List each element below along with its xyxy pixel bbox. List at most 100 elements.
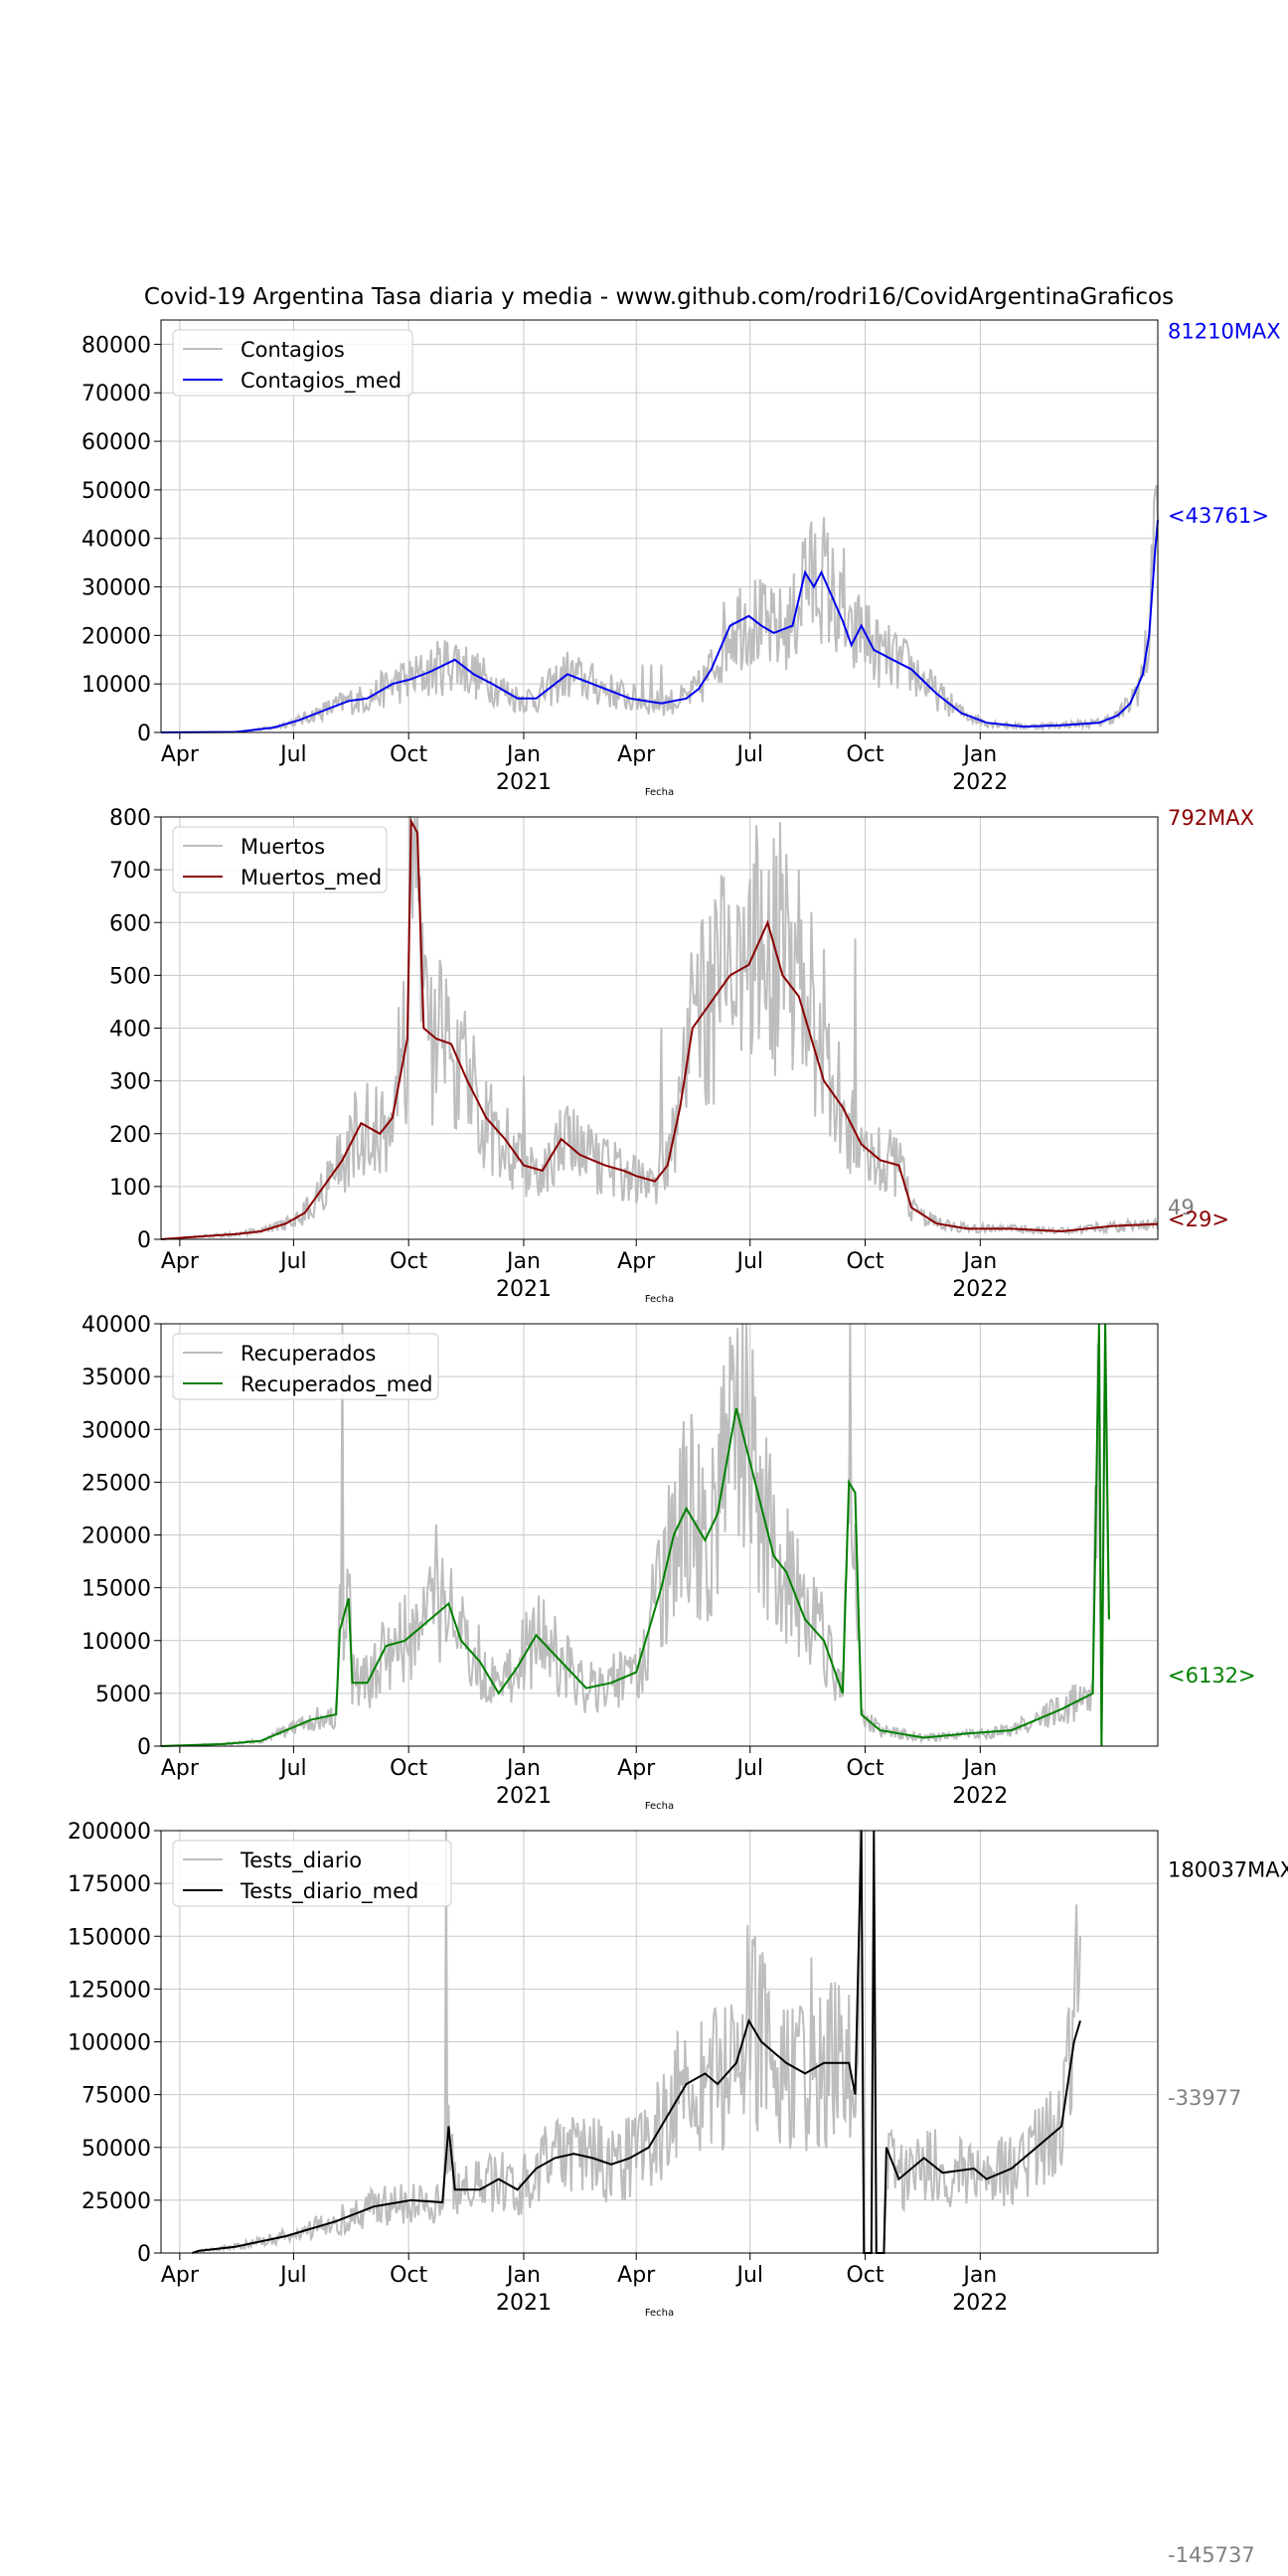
series-mean-line: [160, 817, 1159, 1240]
y-tick-label: 300: [109, 1070, 151, 1095]
y-tick-label: 100: [109, 1176, 151, 1201]
y-tick-label: 35000: [81, 1366, 151, 1390]
x-tick-label: Jan: [961, 1756, 997, 1781]
x-tick-year-label: 2021: [496, 770, 552, 795]
legend-mean-label: Recuperados_med: [241, 1372, 433, 1397]
x-tick-label: Jul: [278, 742, 307, 767]
x-tick-label: Jan: [505, 742, 541, 767]
y-tick-label: 0: [137, 1735, 151, 1760]
legend-box: [172, 329, 413, 397]
x-axis-label: Fecha: [645, 1294, 674, 1305]
y-tick-label: 25000: [81, 2189, 151, 2214]
y-tick-label: 0: [137, 1228, 151, 1253]
x-tick-year-label: 2022: [952, 2291, 1008, 2316]
x-tick-label: Jul: [734, 742, 763, 767]
chart-panel-4: 0 25000 50000 75000 100000 125000 150000 175000…: [68, 1820, 1288, 2319]
y-tick-label: 150000: [68, 1925, 151, 1950]
y-tick-label: 200000: [68, 1820, 151, 1845]
plot-frame: [160, 1323, 1159, 1747]
footer-value: -145737: [1168, 2543, 1255, 2567]
y-tick-label: 200: [109, 1123, 151, 1148]
legend: Tests_diario Tests_diario_med: [172, 1840, 452, 1907]
legend: Recuperados Recuperados_med: [172, 1333, 439, 1400]
y-tick-label: 75000: [81, 2084, 151, 2109]
x-tick-label: Oct: [846, 742, 884, 767]
plot-frame: [160, 319, 1159, 733]
series-mean-line: [160, 1323, 1110, 1747]
plot-frame: [160, 816, 1159, 1240]
y-tick-label: 800: [109, 806, 151, 831]
side-annotation: -33977: [1168, 2086, 1241, 2110]
x-axis-label: Fecha: [645, 787, 674, 798]
x-tick-label: Oct: [390, 1249, 427, 1274]
y-tick-label: 40000: [81, 1313, 151, 1338]
legend: Contagios Contagios_med: [172, 329, 413, 397]
x-tick-label: Oct: [846, 1756, 884, 1781]
legend-box: [172, 1840, 452, 1907]
chart-panel-2: 0 100 200 300 400 500 600 700 800 Apr Jul Oct Jan 202…: [109, 806, 1254, 1305]
legend-raw-label: Tests_diario: [240, 1849, 362, 1873]
y-tick-label: 500: [109, 964, 151, 989]
plot-frame: [160, 1830, 1159, 2254]
side-annotation: 792MAX: [1168, 806, 1254, 830]
x-tick-label: Jan: [505, 1249, 541, 1274]
x-tick-label: Apr: [617, 1249, 656, 1274]
side-annotation: 180037MAX: [1168, 1857, 1288, 1881]
y-tick-label: 25000: [81, 1471, 151, 1496]
x-tick-label: Apr: [161, 742, 200, 767]
x-tick-label: Apr: [617, 2263, 656, 2288]
side-annotation: <6132>: [1168, 1664, 1256, 1688]
x-tick-label: Oct: [846, 2263, 884, 2288]
x-tick-label: Oct: [390, 2263, 427, 2288]
x-tick-label: Jan: [961, 1249, 997, 1274]
x-tick-label: Jul: [734, 1249, 763, 1274]
series-raw-line: [192, 1830, 1081, 2254]
x-tick-year-label: 2022: [952, 770, 1008, 795]
legend-raw-label: Muertos: [241, 835, 325, 859]
y-tick-label: 50000: [81, 479, 151, 504]
x-tick-label: Jul: [278, 1756, 307, 1781]
y-tick-label: 20000: [81, 624, 151, 649]
x-tick-label: Apr: [617, 742, 656, 767]
x-tick-label: Oct: [846, 1249, 884, 1274]
x-tick-year-label: 2021: [496, 1784, 552, 1809]
y-tick-label: 10000: [81, 1630, 151, 1655]
series-raw-line: [160, 816, 1159, 1240]
x-tick-label: Jan: [505, 2263, 541, 2288]
legend-mean-label: Contagios_med: [241, 369, 402, 394]
x-tick-year-label: 2022: [952, 1784, 1008, 1809]
x-tick-label: Apr: [161, 1249, 200, 1274]
y-tick-label: 0: [137, 722, 151, 746]
chart-panel-1: 0 10000 20000 30000 40000 50000 60000 70000 8000…: [81, 319, 1281, 798]
y-tick-label: 60000: [81, 430, 151, 455]
y-tick-label: 125000: [68, 1978, 151, 2003]
legend-raw-label: Contagios: [241, 338, 345, 362]
side-annotation: 81210MAX: [1168, 320, 1281, 344]
legend-mean-label: Tests_diario_med: [240, 1879, 418, 1904]
legend-box: [172, 826, 388, 893]
y-tick-label: 30000: [81, 1418, 151, 1443]
x-tick-label: Apr: [161, 1756, 200, 1781]
y-tick-label: 70000: [81, 382, 151, 406]
x-axis-label: Fecha: [645, 1801, 674, 1812]
x-tick-label: Jul: [734, 2263, 763, 2288]
x-tick-label: Apr: [161, 2263, 200, 2288]
x-tick-label: Jul: [734, 1756, 763, 1781]
side-annotation: <43761>: [1168, 504, 1269, 528]
y-tick-label: 400: [109, 1018, 151, 1043]
y-tick-label: 175000: [68, 1872, 151, 1897]
x-tick-year-label: 2021: [496, 2291, 552, 2316]
legend: Muertos Muertos_med: [172, 826, 388, 893]
x-axis-label: Fecha: [645, 2308, 674, 2319]
series-mean-line: [192, 1830, 1081, 2254]
x-tick-year-label: 2021: [496, 1277, 552, 1302]
x-tick-label: Oct: [390, 742, 427, 767]
series-mean-line: [160, 520, 1159, 733]
x-tick-label: Jan: [505, 1756, 541, 1781]
x-tick-label: Jan: [961, 2263, 997, 2288]
y-tick-label: 80000: [81, 333, 151, 358]
y-tick-label: 700: [109, 859, 151, 884]
chart-panel-3: 0 5000 10000 15000 20000 25000 30000 35000 40000…: [81, 1313, 1256, 1812]
legend-box: [172, 1333, 439, 1400]
